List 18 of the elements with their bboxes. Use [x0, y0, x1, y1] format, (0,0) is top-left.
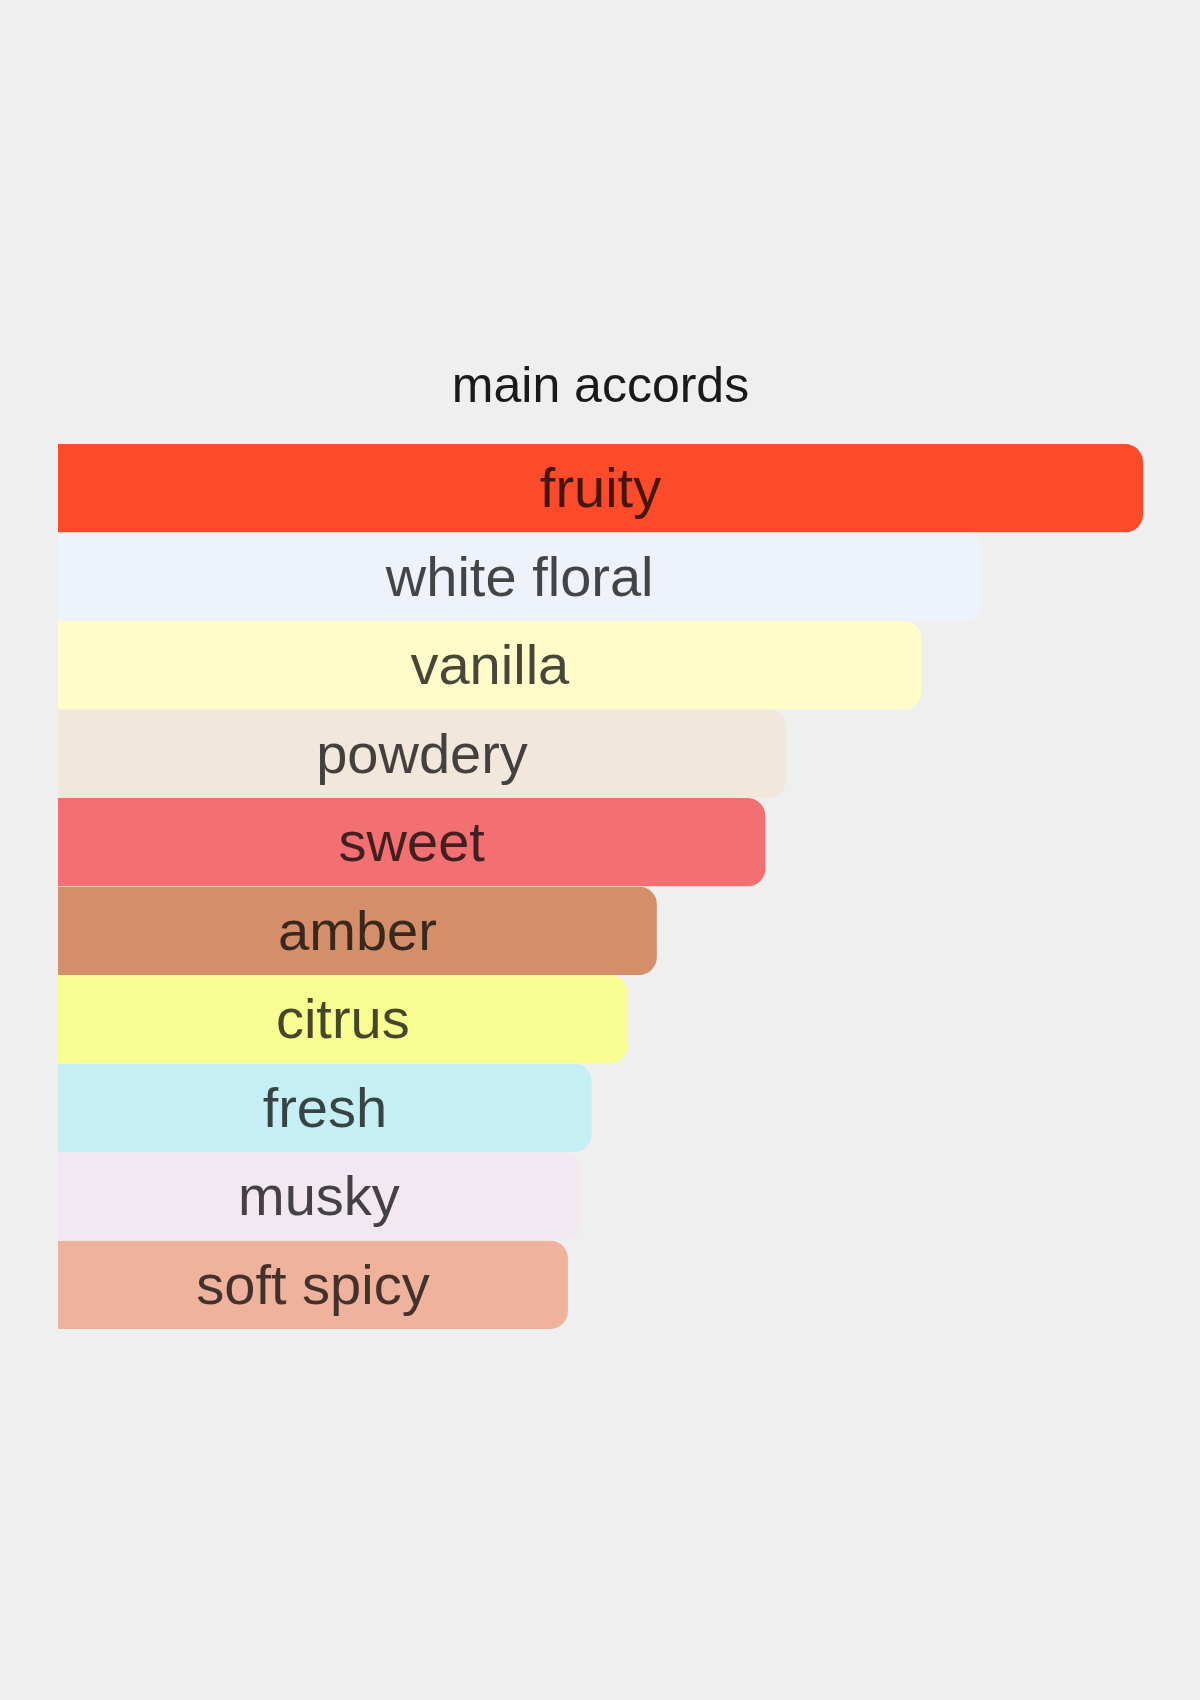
- y-tick-label: musky: [238, 1164, 400, 1228]
- y-tick-label: fruity: [539, 456, 662, 520]
- y-tick-label: vanilla: [410, 633, 571, 697]
- bar: [58, 444, 1143, 533]
- bar: [58, 886, 657, 975]
- y-tick-label: sweet: [338, 810, 486, 874]
- y-tick-label: amber: [278, 898, 437, 962]
- y-tick-label: powdery: [316, 721, 528, 785]
- bar: [58, 709, 787, 798]
- bar: [58, 975, 628, 1064]
- bar: [58, 532, 982, 621]
- y-tick-label: fresh: [262, 1075, 388, 1139]
- y-tick-label: white floral: [384, 544, 654, 608]
- chart-title: main accords: [451, 357, 750, 413]
- bar: [58, 798, 766, 887]
- y-tick-label: soft spicy: [196, 1252, 430, 1316]
- y-tick-label: citrus: [275, 987, 410, 1051]
- bar: [58, 621, 922, 710]
